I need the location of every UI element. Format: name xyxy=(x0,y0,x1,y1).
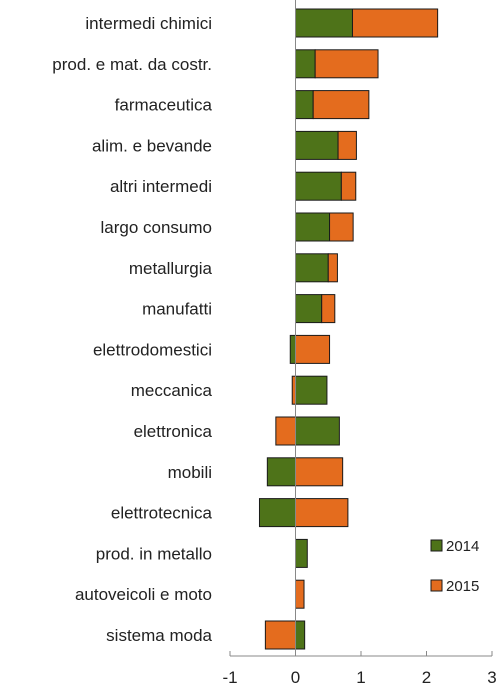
bar-2015-5 xyxy=(329,212,354,242)
category-label: intermedi chimici xyxy=(85,14,212,33)
category-label: autoveicoli e moto xyxy=(75,585,212,604)
bar-2015-7 xyxy=(321,294,336,324)
x-tick-label: 0 xyxy=(291,668,300,687)
x-tick-label: 3 xyxy=(487,668,496,687)
legend-swatch-2014 xyxy=(430,539,443,552)
category-label: elettrotecnica xyxy=(111,504,213,523)
bar-2014-3 xyxy=(295,130,339,160)
legend: 2014 2015 xyxy=(430,538,479,595)
bar-2014-8 xyxy=(289,334,297,364)
category-label: sistema moda xyxy=(106,626,212,645)
bar-2015-3 xyxy=(337,130,357,160)
bar-2015-2 xyxy=(312,90,370,120)
bar-2014-2 xyxy=(295,90,314,120)
bar-2014-12 xyxy=(258,498,297,528)
category-label: alim. e bevande xyxy=(92,136,212,155)
x-tick-label: 2 xyxy=(422,668,431,687)
x-tick-label: 1 xyxy=(356,668,365,687)
category-label: mobili xyxy=(168,463,212,482)
bar-2015-8 xyxy=(295,334,331,364)
bar-2014-4 xyxy=(295,171,342,201)
category-label: altri intermedi xyxy=(110,177,212,196)
bar-2014-10 xyxy=(295,416,340,446)
bars-layer xyxy=(258,8,439,650)
bar-2014-11 xyxy=(266,457,296,487)
x-axis: -1 0 1 2 3 xyxy=(222,651,497,687)
category-label: prod. in metallo xyxy=(96,544,212,563)
legend-label: 2014 xyxy=(446,538,479,555)
category-label: elettrodomestici xyxy=(93,340,212,359)
bar-2014-1 xyxy=(295,49,316,79)
bar-2014-5 xyxy=(295,212,331,242)
bar-2014-0 xyxy=(295,8,353,38)
x-tick-label: -1 xyxy=(222,668,237,687)
bar-2014-6 xyxy=(295,253,329,283)
bar-2015-6 xyxy=(327,253,338,283)
category-label: farmaceutica xyxy=(115,96,213,115)
bar-2015-10 xyxy=(275,416,297,446)
bar-2015-12 xyxy=(295,498,349,528)
category-label: elettronica xyxy=(134,422,213,441)
bar-2015-4 xyxy=(340,171,357,201)
bar-2015-14 xyxy=(295,579,305,609)
legend-swatch-2015 xyxy=(430,579,443,592)
bar-2014-15 xyxy=(295,620,306,650)
category-label: meccanica xyxy=(131,381,213,400)
bar-2015-11 xyxy=(295,457,344,487)
bar-2014-7 xyxy=(295,294,323,324)
category-labels: intermedi chimici prod. e mat. da costr. f… xyxy=(52,14,212,645)
bar-2015-1 xyxy=(314,49,379,79)
category-label: metallurgia xyxy=(129,259,213,278)
category-label: prod. e mat. da costr. xyxy=(52,55,212,74)
legend-label: 2015 xyxy=(446,578,479,595)
category-label: largo consumo xyxy=(100,218,212,237)
bar-2015-15 xyxy=(264,620,296,650)
category-label: manufatti xyxy=(142,300,212,319)
bar-2014-9 xyxy=(295,375,328,405)
bar-2015-0 xyxy=(351,8,439,38)
bar-2014-13 xyxy=(295,538,308,568)
